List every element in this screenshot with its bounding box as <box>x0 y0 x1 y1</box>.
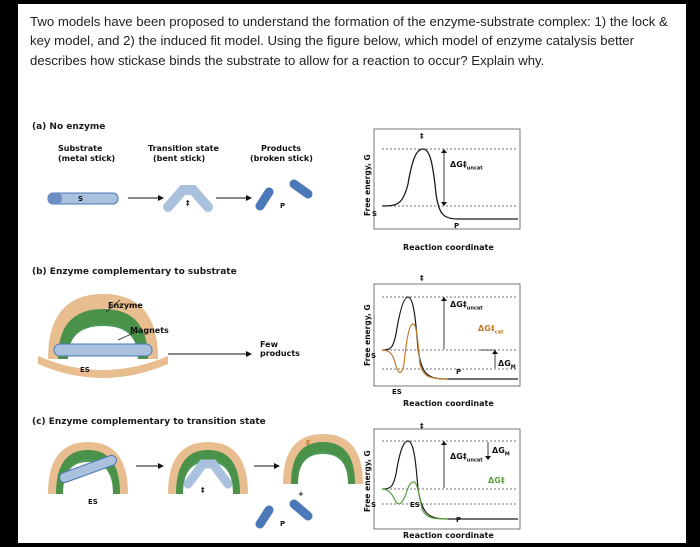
diagram-svg <box>38 128 521 530</box>
graph-b-p: P <box>456 368 462 376</box>
graph-b-s: S <box>371 352 377 360</box>
graph-b-dg-cat: ΔG‡cat <box>478 324 504 336</box>
es-label-c: ES <box>88 498 98 506</box>
p-mark-a: P <box>280 202 286 210</box>
products-sub: (broken stick) <box>250 154 313 163</box>
graph-c-p: P <box>456 516 462 524</box>
enzyme-c1 <box>48 442 128 494</box>
graph-a <box>373 128 521 230</box>
dagger-a: ‡ <box>186 199 190 207</box>
transition-sub: (bent stick) <box>153 154 206 163</box>
dagger-c: ‡ <box>201 486 205 494</box>
panel-a-title: (a) No enzyme <box>32 122 106 132</box>
graph-c-xlabel: Reaction coordinate <box>403 531 494 540</box>
graph-a-p: P <box>454 222 460 230</box>
broken-stick-c <box>255 499 313 529</box>
metal-stick-substrate <box>47 192 119 205</box>
graph-c <box>373 428 521 530</box>
figure-card: Two models have been proposed to underst… <box>18 4 686 543</box>
few-products-label: Few products <box>260 340 300 358</box>
graph-b <box>373 283 521 387</box>
enzyme-label: Enzyme <box>108 301 143 310</box>
panel-b-title: (b) Enzyme complementary to substrate <box>32 267 237 277</box>
broken-stick-products <box>255 179 313 211</box>
graph-c-dg-dagger: ΔG‡ <box>488 476 505 485</box>
plus-c: + <box>298 490 304 498</box>
transition-label: Transition state <box>148 144 219 153</box>
graph-a-xlabel: Reaction coordinate <box>403 243 494 252</box>
bent-stick-transition <box>163 185 213 212</box>
graph-c-dg-uncat: ΔG‡uncat <box>450 452 483 464</box>
graph-a-ylabel: Free energy, G <box>363 154 372 216</box>
graph-c-dagger: ‡ <box>420 422 424 430</box>
graph-a-s: S <box>372 210 378 218</box>
graph-c-es: ES <box>410 501 420 509</box>
p-mark-c: P <box>280 520 286 528</box>
e-label-c: E <box>306 439 311 447</box>
graph-c-dg-m: ΔGM <box>492 446 510 458</box>
graph-b-dg-uncat: ΔG‡uncat <box>450 300 483 312</box>
panel-c-title: (c) Enzyme complementary to transition s… <box>32 417 266 427</box>
question-text: Two models have been proposed to underst… <box>30 14 668 68</box>
graph-c-s: S <box>371 501 377 509</box>
magnets-label: Magnets <box>130 326 169 335</box>
graph-b-dagger: ‡ <box>420 274 424 282</box>
graph-a-dg-uncat: ΔG‡uncat <box>450 160 483 172</box>
graph-a-dagger: ‡ <box>420 132 424 140</box>
s-mark-a: S <box>78 195 84 203</box>
graph-b-dg-m: ΔGM <box>498 359 516 371</box>
es-label-b: ES <box>80 366 90 374</box>
enzyme-c2 <box>168 442 248 494</box>
graph-b-xlabel: Reaction coordinate <box>403 399 494 408</box>
enzyme-b <box>38 294 168 378</box>
products-label: Products <box>261 144 302 153</box>
enzyme-c3 <box>283 434 363 484</box>
substrate-sub: (metal stick) <box>58 154 116 163</box>
substrate-label: Substrate <box>58 144 103 153</box>
graph-b-es: ES <box>392 388 402 396</box>
